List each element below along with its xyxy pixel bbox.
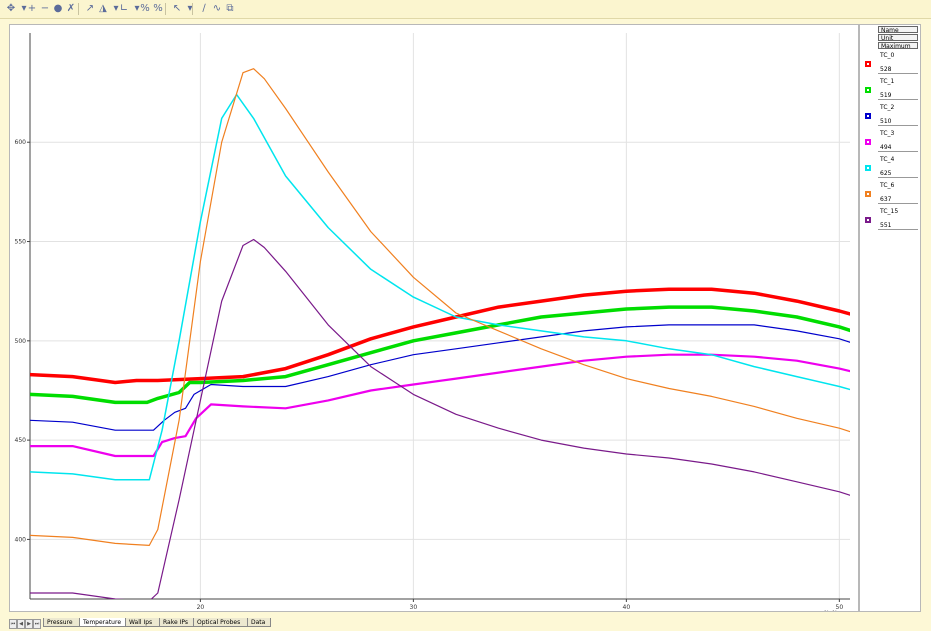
legend-series-name: TC_6 bbox=[880, 182, 895, 189]
legend-series-maximum: 625 bbox=[880, 170, 892, 177]
series-line-tc-2 bbox=[30, 324, 850, 431]
legend-series-maximum: 519 bbox=[880, 92, 892, 99]
legend-divider bbox=[878, 125, 918, 126]
tab-temperature[interactable]: Temperature bbox=[79, 618, 127, 627]
toolbar: ✥ ▾ + − ● ✗ ↗ ◮ ▾ ∟ ▾%% ↖ ▾ ∕ ∿ ⧉ bbox=[0, 0, 931, 19]
cursor-icon[interactable]: ↗ bbox=[85, 3, 95, 14]
legend-item[interactable]: TC_2 510 bbox=[860, 104, 920, 130]
last-sheet-icon[interactable]: ⏭ bbox=[33, 619, 41, 629]
delete-icon[interactable]: ✗ bbox=[66, 3, 76, 14]
series-line-tc-6 bbox=[30, 68, 850, 546]
legend-item[interactable]: TC_4 625 bbox=[860, 156, 920, 182]
series-line-tc-15 bbox=[30, 238, 850, 599]
x-axis-label: NoName bbox=[824, 610, 850, 611]
y-tick-label: 500 bbox=[15, 338, 27, 345]
tab-data[interactable]: Data bbox=[247, 618, 271, 627]
legend-swatch-icon bbox=[865, 217, 871, 223]
legend-divider bbox=[878, 229, 918, 230]
legend-series-maximum: 637 bbox=[880, 196, 892, 203]
legend-item[interactable]: TC_15 551 bbox=[860, 208, 920, 234]
copy-icon[interactable]: ⧉ bbox=[226, 3, 234, 14]
first-sheet-icon[interactable]: ⏮ bbox=[9, 619, 17, 629]
legend-header-name: Name bbox=[878, 26, 918, 34]
legend-swatch-icon bbox=[865, 61, 871, 67]
axis-icon[interactable]: ∟ bbox=[119, 3, 129, 14]
legend-series-maximum: 551 bbox=[880, 222, 892, 229]
tab-optical-probes[interactable]: Optical Probes bbox=[193, 618, 249, 627]
legend-panel: Name Unit Maximum TC_0 528 TC_1 519 TC_2 510 TC_3… bbox=[859, 24, 921, 612]
toolbar-separator bbox=[165, 3, 166, 15]
sheet-tabs: ⏮ ◀ ▶ ⏭ Pressure Temperature Wall Ips Rake IPs O… bbox=[9, 618, 919, 629]
tab-pressure[interactable]: Pressure bbox=[43, 618, 81, 627]
next-sheet-icon[interactable]: ▶ bbox=[25, 619, 33, 629]
legend-series-maximum: 528 bbox=[880, 66, 892, 73]
legend-series-maximum: 494 bbox=[880, 144, 892, 151]
y-tick-label: 550 bbox=[15, 239, 27, 246]
dropdown-arrow-icon[interactable]: ▾ bbox=[134, 3, 140, 14]
legend-header-maximum: Maximum bbox=[878, 42, 918, 50]
toolbar-separator bbox=[192, 3, 193, 15]
legend-item[interactable]: TC_0 528 bbox=[860, 52, 920, 78]
legend-item[interactable]: TC_3 494 bbox=[860, 130, 920, 156]
toolbar-separator bbox=[78, 3, 79, 15]
legend-header-unit: Unit bbox=[878, 34, 918, 42]
chart-type-icon[interactable]: ◮ bbox=[99, 3, 107, 14]
legend-series-name: TC_3 bbox=[880, 130, 895, 137]
tab-rake-ips[interactable]: Rake IPs bbox=[159, 618, 195, 627]
percent-off-icon[interactable]: % bbox=[153, 3, 163, 14]
series-line-tc-4 bbox=[30, 93, 850, 481]
legend-divider bbox=[878, 151, 918, 152]
dropdown-arrow-icon[interactable]: ▾ bbox=[21, 3, 27, 14]
prev-sheet-icon[interactable]: ◀ bbox=[17, 619, 25, 629]
legend-divider bbox=[878, 99, 918, 100]
select-tool-icon[interactable]: ✥ bbox=[6, 3, 16, 14]
y-tick-label: 600 bbox=[15, 139, 27, 146]
legend-swatch-icon bbox=[865, 113, 871, 119]
tab-wall-ips[interactable]: Wall Ips bbox=[125, 618, 161, 627]
legend-item[interactable]: TC_1 519 bbox=[860, 78, 920, 104]
legend-series-maximum: 510 bbox=[880, 118, 892, 125]
series-line-tc-3 bbox=[30, 353, 850, 458]
legend-series-name: TC_0 bbox=[880, 52, 895, 59]
legend-series-name: TC_15 bbox=[880, 208, 899, 215]
legend-series-name: TC_2 bbox=[880, 104, 895, 111]
pointer-icon[interactable]: ↖ bbox=[172, 3, 182, 14]
zoom-out-icon[interactable]: − bbox=[40, 3, 50, 14]
legend-series-name: TC_1 bbox=[880, 78, 895, 85]
legend-swatch-icon bbox=[865, 87, 871, 93]
legend-swatch-icon bbox=[865, 165, 871, 171]
x-tick-label: 30 bbox=[410, 604, 418, 611]
dropdown-arrow-icon[interactable]: ▾ bbox=[187, 3, 193, 14]
y-tick-label: 400 bbox=[15, 536, 27, 543]
x-tick-label: 20 bbox=[197, 604, 205, 611]
legend-swatch-icon bbox=[865, 139, 871, 145]
legend-divider bbox=[878, 177, 918, 178]
zoom-in-icon[interactable]: + bbox=[27, 3, 37, 14]
curve-icon[interactable]: ∿ bbox=[212, 3, 222, 14]
temperature-chart: 400 450 500 550 600 20 30 40 50NoName bbox=[15, 33, 850, 611]
dropdown-arrow-icon[interactable]: ▾ bbox=[113, 3, 119, 14]
legend-divider bbox=[878, 73, 918, 74]
legend-item[interactable]: TC_6 637 bbox=[860, 182, 920, 208]
chart-area[interactable]: 400 450 500 550 600 20 30 40 50NoName bbox=[9, 24, 859, 612]
x-tick-label: 50 bbox=[836, 604, 844, 611]
scale-icon[interactable]: ∕ bbox=[202, 3, 206, 14]
legend-divider bbox=[878, 203, 918, 204]
stop-icon[interactable]: ● bbox=[53, 3, 63, 14]
legend-swatch-icon bbox=[865, 191, 871, 197]
x-tick-label: 40 bbox=[623, 604, 631, 611]
percent-icon[interactable]: % bbox=[140, 3, 150, 14]
series-line-tc-1 bbox=[30, 305, 850, 405]
y-tick-label: 450 bbox=[15, 437, 27, 444]
legend-series-name: TC_4 bbox=[880, 156, 895, 163]
